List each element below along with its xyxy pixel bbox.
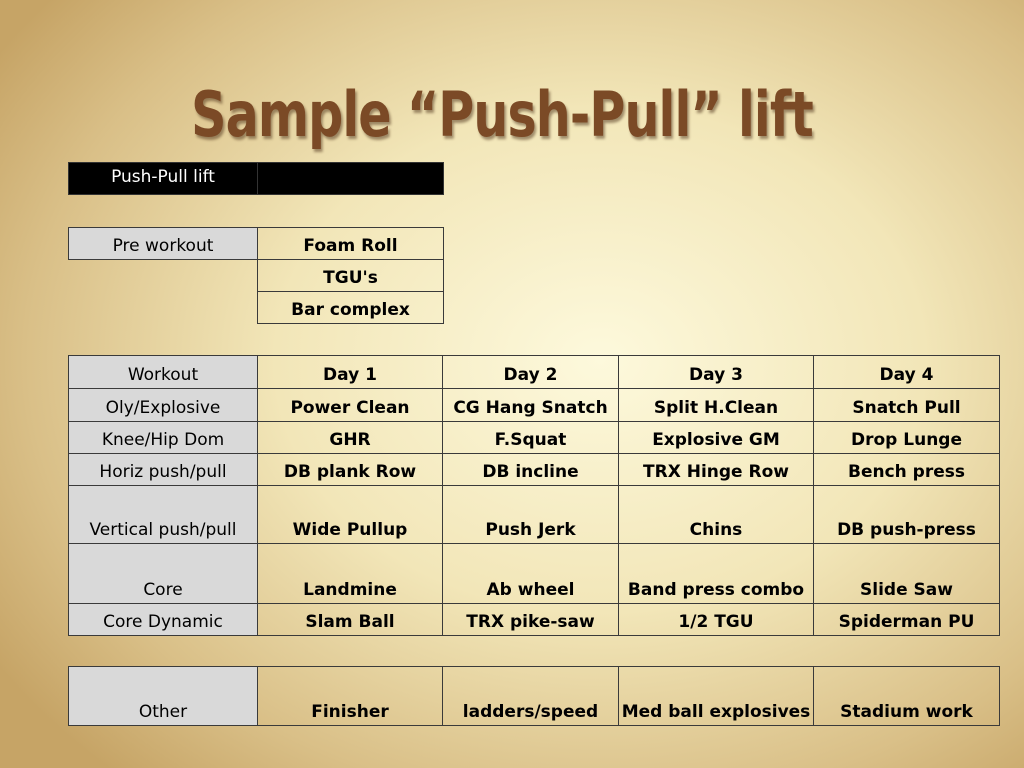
day-cell: Slam Ball	[257, 603, 443, 636]
row-label: Oly/Explosive	[68, 388, 258, 422]
other-cell: Stadium work	[813, 666, 1000, 726]
row-label: Core	[68, 543, 258, 604]
column-header: Workout	[68, 355, 258, 389]
day-cell: Chins	[618, 485, 814, 544]
slide-title: Sample “Push-Pull” lift	[191, 78, 814, 151]
day-cell: Bench press	[813, 453, 1000, 486]
day-cell: GHR	[257, 421, 443, 454]
table-row: Core Landmine Ab wheel Band press combo Slid…	[68, 543, 1000, 604]
day-cell: TRX Hinge Row	[618, 453, 814, 486]
header-table: Push-Pull lift	[68, 162, 444, 195]
other-cell: Med ball explosives	[618, 666, 814, 726]
day-cell: Push Jerk	[442, 485, 619, 544]
day-cell: DB incline	[442, 453, 619, 486]
day-cell: TRX pike-saw	[442, 603, 619, 636]
pre-workout-item: Foam Roll	[257, 227, 444, 260]
row-label: Vertical push/pull	[68, 485, 258, 544]
pre-workout-item: TGU's	[257, 259, 444, 292]
workout-table: Workout Day 1 Day 2 Day 3 Day 4 Oly/Expl…	[68, 355, 1000, 636]
row-label: Horiz push/pull	[68, 453, 258, 486]
table-row: Vertical push/pull Wide Pullup Push Jerk Ch…	[68, 485, 1000, 544]
day-cell: 1/2 TGU	[618, 603, 814, 636]
column-header: Day 3	[618, 355, 814, 389]
day-cell: Split H.Clean	[618, 388, 814, 422]
header-label: Push-Pull lift	[68, 162, 258, 195]
table-row: Oly/Explosive Power Clean CG Hang Snatch Sp…	[68, 388, 1000, 422]
pre-workout-item: Bar complex	[257, 291, 444, 324]
day-cell: DB plank Row	[257, 453, 443, 486]
column-header: Day 1	[257, 355, 443, 389]
table-row: Core Dynamic Slam Ball TRX pike-saw 1/2 TGU…	[68, 603, 1000, 636]
column-header: Day 4	[813, 355, 1000, 389]
day-cell: CG Hang Snatch	[442, 388, 619, 422]
day-cell: Band press combo	[618, 543, 814, 604]
table-row: Horiz push/pull DB plank Row DB incline TRX…	[68, 453, 1000, 486]
row-label: Core Dynamic	[68, 603, 258, 636]
day-cell: Slide Saw	[813, 543, 1000, 604]
day-cell: Spiderman PU	[813, 603, 1000, 636]
pre-workout-label: Pre workout	[68, 227, 258, 260]
day-cell: Wide Pullup	[257, 485, 443, 544]
other-label: Other	[68, 666, 258, 726]
workout-header-row: Workout Day 1 Day 2 Day 3 Day 4	[68, 355, 1000, 389]
table-row: Knee/Hip Dom GHR F.Squat Explosive GM Drop L…	[68, 421, 1000, 454]
day-cell: Explosive GM	[618, 421, 814, 454]
day-cell: Ab wheel	[442, 543, 619, 604]
day-cell: Power Clean	[257, 388, 443, 422]
day-cell: Snatch Pull	[813, 388, 1000, 422]
other-table: Other Finisher ladders/speed Med ball ex…	[68, 666, 1000, 726]
row-label: Knee/Hip Dom	[68, 421, 258, 454]
day-cell: Landmine	[257, 543, 443, 604]
header-value	[257, 162, 444, 195]
day-cell: Drop Lunge	[813, 421, 1000, 454]
day-cell: DB push-press	[813, 485, 1000, 544]
column-header: Day 2	[442, 355, 619, 389]
day-cell: F.Squat	[442, 421, 619, 454]
other-cell: ladders/speed	[442, 666, 619, 726]
pre-workout-table: Pre workout Foam Roll TGU's Bar complex	[68, 227, 444, 324]
other-cell: Finisher	[257, 666, 443, 726]
